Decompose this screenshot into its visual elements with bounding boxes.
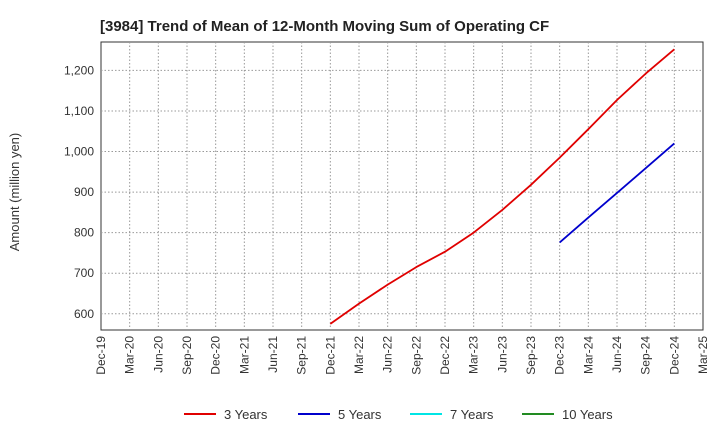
x-tick-label: Jun-21 <box>266 336 280 373</box>
x-tick-label: Jun-23 <box>495 336 509 373</box>
x-tick-label: Mar-20 <box>123 336 137 374</box>
legend: 3 Years 5 Years 7 Years 10 Years <box>184 407 613 422</box>
y-tick-label: 700 <box>74 266 94 280</box>
plot-area <box>100 41 704 331</box>
x-tick-label: Jun-24 <box>610 336 624 373</box>
x-tick-label: Dec-19 <box>94 336 108 375</box>
x-tick-label: Sep-21 <box>295 336 309 375</box>
x-tick-label: Mar-22 <box>352 336 366 374</box>
legend-label: 3 Years <box>224 407 268 422</box>
grid <box>101 42 703 330</box>
x-tick-label: Dec-23 <box>553 336 567 375</box>
y-tick-label: 1,100 <box>64 104 94 118</box>
series-line-0 <box>329 48 675 325</box>
x-tick-label: Dec-20 <box>209 336 223 375</box>
x-axis-ticks: Dec-19 Mar-20 Jun-20 Sep-20 Dec-20 Mar-21 Jun-… <box>94 336 710 375</box>
x-tick-label: Jun-22 <box>381 336 395 373</box>
x-tick-label: Sep-20 <box>180 336 194 375</box>
x-tick-label: Sep-23 <box>524 336 538 375</box>
series-line-1 <box>559 142 675 244</box>
series-lines <box>329 48 675 325</box>
x-tick-label: Mar-23 <box>467 336 481 374</box>
y-axis-label: Amount (million yen) <box>7 133 22 252</box>
legend-item: 3 Years <box>184 407 268 422</box>
chart-title: [3984] Trend of Mean of 12-Month Moving … <box>100 18 549 35</box>
legend-label: 5 Years <box>338 407 382 422</box>
y-tick-label: 1,000 <box>64 145 94 159</box>
y-tick-label: 1,200 <box>64 63 94 77</box>
y-tick-label: 800 <box>74 226 94 240</box>
x-tick-label: Dec-21 <box>323 336 337 375</box>
x-tick-label: Mar-25 <box>696 336 710 374</box>
x-tick-label: Dec-24 <box>667 336 681 375</box>
y-tick-label: 900 <box>74 185 94 199</box>
x-tick-label: Mar-21 <box>237 336 251 374</box>
legend-item: 5 Years <box>298 407 382 422</box>
y-axis-ticks: 600 700 800 900 1,000 1,100 1,200 <box>64 63 94 320</box>
x-tick-label: Jun-20 <box>151 336 165 373</box>
legend-label: 7 Years <box>450 407 494 422</box>
x-tick-label: Sep-22 <box>409 336 423 375</box>
y-tick-label: 600 <box>74 307 94 321</box>
legend-label: 10 Years <box>562 407 613 422</box>
x-tick-label: Mar-24 <box>581 336 595 374</box>
legend-item: 10 Years <box>522 407 613 422</box>
x-tick-label: Sep-24 <box>639 336 653 375</box>
legend-item: 7 Years <box>410 407 494 422</box>
x-tick-label: Dec-22 <box>438 336 452 375</box>
